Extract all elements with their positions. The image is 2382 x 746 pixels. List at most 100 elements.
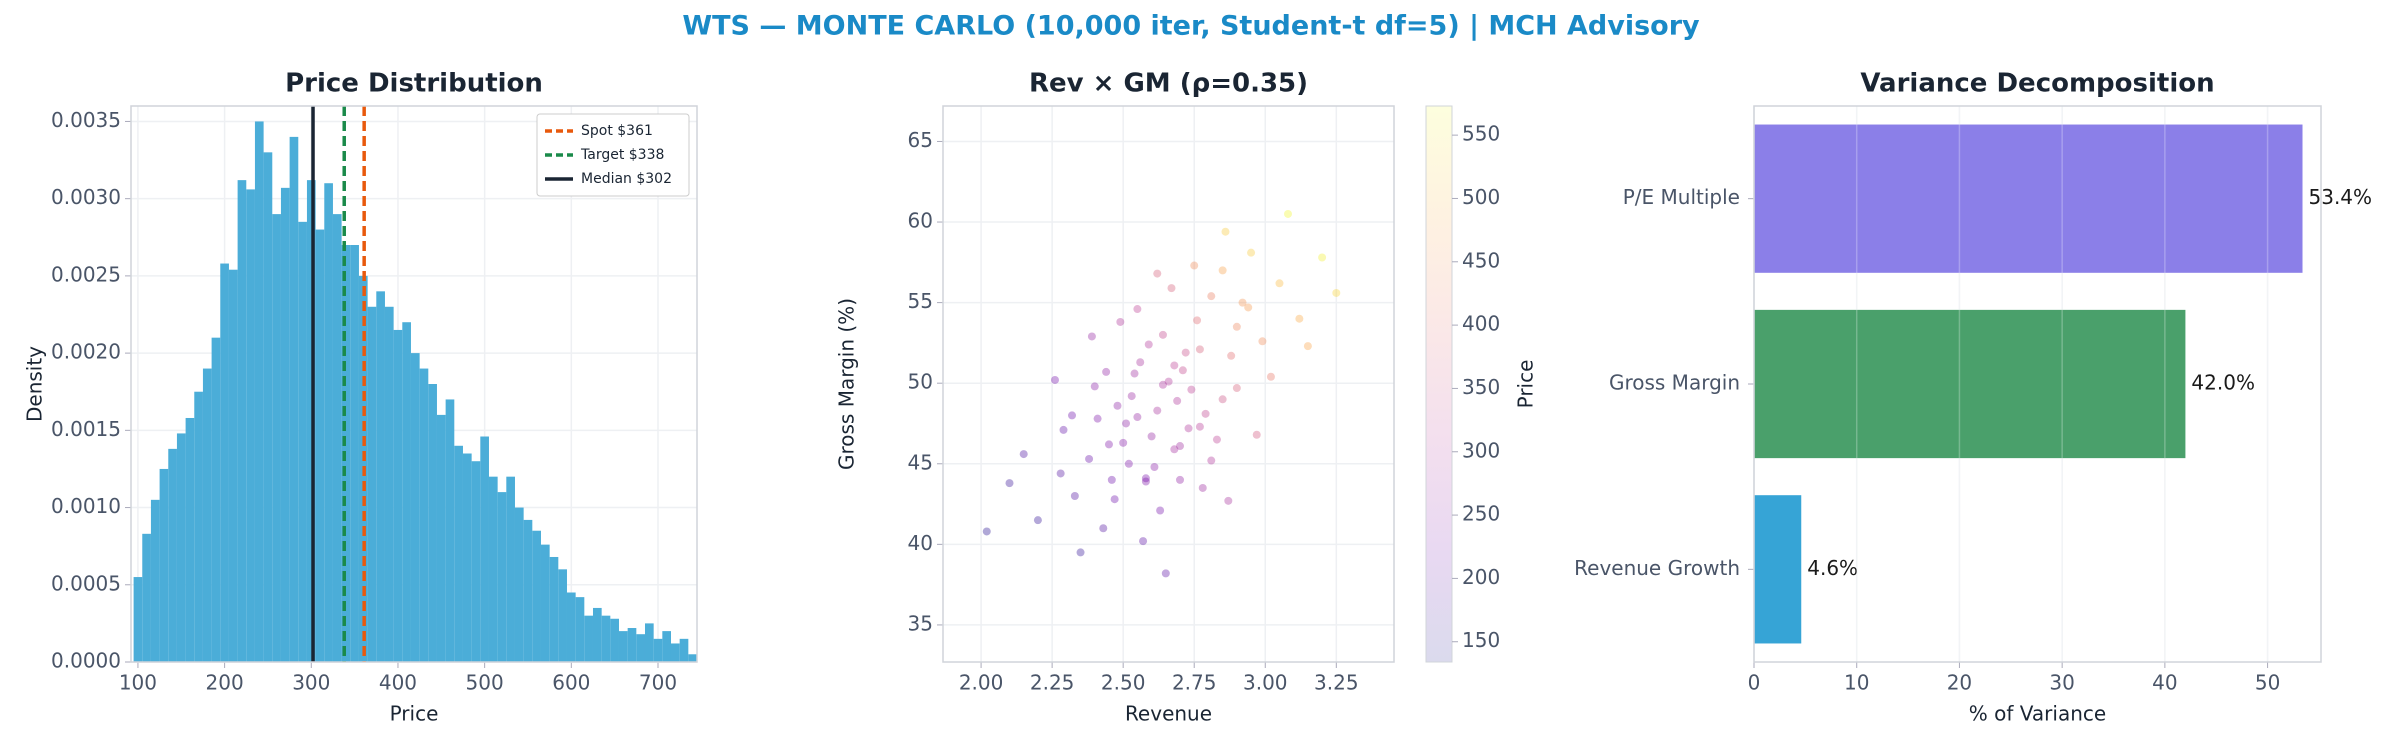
histogram-bar bbox=[679, 638, 689, 662]
histogram-bar bbox=[627, 628, 637, 662]
scatter-point bbox=[1198, 483, 1207, 492]
histogram-bar bbox=[194, 391, 203, 662]
histogram-bar bbox=[324, 183, 333, 662]
x-tick-label: 10 bbox=[1844, 671, 1869, 695]
histogram-bar bbox=[644, 623, 654, 662]
scatter-point bbox=[1141, 477, 1150, 486]
histogram-bar bbox=[636, 634, 645, 662]
colorbar-tick-label: 550 bbox=[1462, 122, 1500, 146]
scatter-point bbox=[1232, 384, 1241, 393]
axes-border bbox=[130, 105, 698, 663]
scatter-point bbox=[1332, 288, 1341, 297]
x-tick-label: 100 bbox=[119, 671, 157, 695]
scatter-point bbox=[1158, 380, 1167, 389]
scatter-point bbox=[1201, 409, 1210, 418]
histogram-bar bbox=[688, 654, 697, 662]
histogram-bar bbox=[471, 461, 481, 662]
scatter-point bbox=[1161, 569, 1170, 578]
scatter-point bbox=[1224, 496, 1233, 505]
scatter-point bbox=[1303, 342, 1312, 351]
scatter-point bbox=[1133, 305, 1142, 314]
y-tick-label: 0.0030 bbox=[51, 185, 121, 209]
x-tick-label: 600 bbox=[552, 671, 590, 695]
bar bbox=[1754, 124, 2303, 273]
scatter-point bbox=[1090, 382, 1099, 391]
histogram-bar bbox=[436, 414, 446, 662]
scatter-point bbox=[1247, 248, 1256, 257]
scatter-point bbox=[1127, 392, 1136, 401]
histogram-bar bbox=[263, 152, 273, 663]
histogram-bar bbox=[601, 615, 611, 662]
histogram-bar bbox=[662, 631, 671, 662]
scatter-point bbox=[1156, 506, 1165, 515]
histogram-bar bbox=[488, 476, 498, 662]
histogram-bar bbox=[168, 448, 177, 662]
scatter-point bbox=[1207, 456, 1216, 465]
legend-box bbox=[536, 113, 690, 197]
histogram-bar bbox=[254, 121, 264, 662]
x-axis-label: % of Variance bbox=[1969, 702, 2106, 726]
x-tick-label: 2.50 bbox=[1101, 671, 1146, 695]
scatter-point bbox=[1102, 367, 1111, 376]
scatter-point bbox=[1099, 524, 1108, 533]
scatter-point bbox=[1178, 366, 1187, 375]
histogram-bar bbox=[176, 433, 186, 662]
x-tick-label: 50 bbox=[2255, 671, 2280, 695]
plot-area bbox=[943, 106, 1394, 662]
legend-label: Median $302 bbox=[581, 171, 672, 187]
value-label: 4.6% bbox=[1807, 556, 1858, 580]
histogram-bar bbox=[653, 638, 663, 662]
figure-title: WTS — MONTE CARLO (10,000 iter, Student-… bbox=[682, 11, 1700, 42]
colorbar-tick-label: 300 bbox=[1462, 438, 1500, 462]
x-tick-label: 700 bbox=[639, 671, 677, 695]
scatter-point bbox=[1158, 330, 1167, 339]
scatter-point bbox=[1195, 422, 1204, 431]
colorbar-tick-label: 450 bbox=[1462, 248, 1500, 272]
scatter-point bbox=[1252, 430, 1261, 439]
histogram-bar bbox=[410, 353, 420, 662]
colorbar bbox=[1425, 105, 1453, 663]
scatter-point bbox=[1266, 372, 1275, 381]
y-tick-label: Gross Margin bbox=[1609, 371, 1740, 395]
histogram-bar bbox=[540, 544, 550, 662]
x-tick-label: 400 bbox=[379, 671, 417, 695]
scatter-point bbox=[1139, 537, 1148, 546]
y-axis-label: Density bbox=[23, 346, 47, 422]
histogram-bar bbox=[549, 556, 559, 662]
subplot-title: Price Distribution bbox=[285, 69, 543, 99]
histogram-bar bbox=[202, 368, 212, 662]
scatter-point bbox=[1076, 548, 1085, 557]
histogram-bar bbox=[142, 533, 151, 662]
y-tick-label: 0.0000 bbox=[51, 649, 121, 673]
x-tick-label: 20 bbox=[1947, 671, 1972, 695]
scatter-point bbox=[1212, 435, 1221, 444]
x-tick-label: 2.25 bbox=[1030, 671, 1075, 695]
histogram-bar bbox=[376, 291, 385, 662]
histogram-bar bbox=[228, 269, 238, 662]
scatter-point bbox=[1130, 369, 1139, 378]
scatter-point bbox=[1087, 332, 1096, 341]
histogram-bar bbox=[454, 445, 463, 662]
y-tick-label: 40 bbox=[908, 531, 933, 555]
scatter-point bbox=[1244, 303, 1253, 312]
histogram-bar bbox=[298, 221, 307, 663]
scatter-point bbox=[1207, 292, 1216, 301]
scatter-point bbox=[1218, 395, 1227, 404]
scatter-point bbox=[1190, 261, 1199, 270]
histogram-bar bbox=[670, 643, 680, 662]
scatter-point bbox=[1187, 385, 1196, 394]
scatter-point bbox=[1093, 414, 1102, 423]
value-label: 42.0% bbox=[2191, 371, 2255, 395]
legend-label: Target $338 bbox=[580, 147, 664, 163]
histogram-bar bbox=[462, 453, 472, 662]
axes-border bbox=[942, 105, 1395, 663]
colorbar-tick-label: 350 bbox=[1462, 375, 1500, 399]
scatter-point bbox=[1019, 450, 1028, 459]
scatter-point bbox=[1150, 462, 1159, 471]
histogram-bar bbox=[159, 468, 169, 662]
x-tick-label: 300 bbox=[292, 671, 330, 695]
histogram-bar bbox=[610, 618, 619, 662]
histogram-bar bbox=[558, 569, 567, 662]
scatter-point bbox=[1184, 424, 1193, 433]
axes-border bbox=[1753, 105, 2322, 663]
